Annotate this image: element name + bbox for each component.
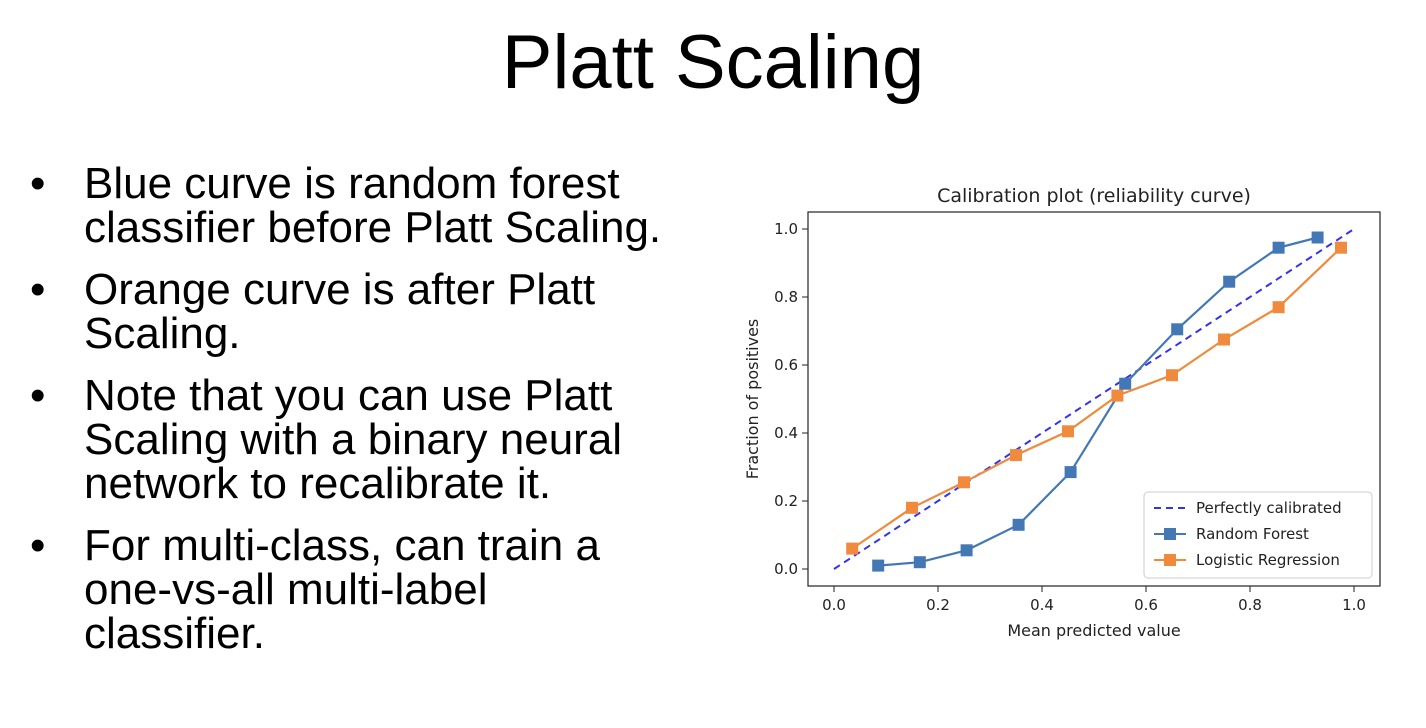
legend-marker xyxy=(1164,528,1176,540)
data-point-1 xyxy=(1171,323,1184,336)
legend-box xyxy=(1143,491,1373,579)
y-tick-label: 0.4 xyxy=(774,424,798,442)
y-tick-label: 0.6 xyxy=(774,356,798,374)
bullet-symbol: • xyxy=(30,265,46,314)
x-tick-label: 0.6 xyxy=(1134,596,1158,614)
series-line-1 xyxy=(878,236,1318,567)
data-point-1 xyxy=(913,556,926,569)
y-tick-label: 0.0 xyxy=(774,560,798,578)
data-point-1 xyxy=(1223,275,1236,288)
x-tick-label: 1.0 xyxy=(1342,596,1366,614)
bullet-line: network to recalibrate it. xyxy=(84,459,552,508)
y-tick-label: 0.2 xyxy=(774,492,798,510)
bullet-item: • Blue curve is random forest classifier… xyxy=(24,162,724,250)
chart-svg: Calibration plot (reliability curve) 0.0 0… xyxy=(743,185,1381,640)
data-point-2 xyxy=(958,476,970,489)
slide-title: Platt Scaling xyxy=(501,20,925,105)
bullet-line: Blue curve is random forest xyxy=(84,159,620,208)
data-point-2 xyxy=(1218,333,1230,346)
bullet-line: Scaling. xyxy=(84,309,241,358)
series-line-2 xyxy=(851,246,1342,550)
y-tick-label: 1.0 xyxy=(774,220,798,238)
x-tick-label: 0.2 xyxy=(926,596,950,614)
x-axis-label: Mean predicted value xyxy=(1007,621,1180,640)
chart-title: Calibration plot (reliability curve) xyxy=(937,185,1251,207)
data-point-2 xyxy=(846,542,859,555)
calibration-chart: Calibration plot (reliability curve) 0.0 0… xyxy=(730,170,1410,650)
bullet-item: • For multi-class, can train a one-vs-al… xyxy=(24,524,724,656)
plot-frame xyxy=(807,211,1381,587)
series-line-0 xyxy=(833,228,1355,570)
legend-label: Random Forest xyxy=(1196,525,1309,543)
data-point-1 xyxy=(1311,231,1324,244)
bullet-line: Orange curve is after Platt xyxy=(84,265,596,314)
data-point-2 xyxy=(906,501,918,514)
x-tick-label: 0.0 xyxy=(822,596,846,614)
data-point-2 xyxy=(1010,449,1022,462)
bullet-symbol: • xyxy=(30,371,46,420)
legend-marker xyxy=(1164,554,1176,566)
bullet-symbol: • xyxy=(30,521,46,570)
data-point-1 xyxy=(1272,241,1285,254)
bullet-list: • Blue curve is random forest classifier… xyxy=(24,162,724,674)
data-point-2 xyxy=(1272,301,1285,314)
bullet-line: one-vs-all multi-label xyxy=(84,565,488,614)
data-point-2 xyxy=(1166,369,1178,382)
data-point-1 xyxy=(1064,466,1077,479)
bullet-line: Note that you can use Platt xyxy=(84,371,613,420)
x-tick-label: 0.8 xyxy=(1238,596,1262,614)
legend-label: Perfectly calibrated xyxy=(1196,499,1342,517)
bullet-line: For multi-class, can train a xyxy=(84,521,600,570)
bullet-line: Scaling with a binary neural xyxy=(84,415,623,464)
legend-label: Logistic Regression xyxy=(1196,551,1340,569)
bullet-symbol: • xyxy=(30,159,46,208)
bullet-item: • Orange curve is after Platt Scaling. xyxy=(24,268,724,356)
y-tick-label: 0.8 xyxy=(774,288,798,306)
bullet-item: • Note that you can use Platt Scaling wi… xyxy=(24,374,724,506)
data-point-1 xyxy=(1119,377,1132,390)
data-point-2 xyxy=(1335,241,1347,254)
data-point-1 xyxy=(1012,518,1025,531)
x-tick-label: 0.4 xyxy=(1030,596,1054,614)
y-axis-label: Fraction of positives xyxy=(743,319,762,480)
bullet-line: classifier before Platt Scaling. xyxy=(84,203,662,252)
data-point-1 xyxy=(872,559,885,572)
data-point-1 xyxy=(960,544,973,557)
data-point-2 xyxy=(1111,389,1124,402)
data-point-2 xyxy=(1062,425,1074,438)
bullet-line: classifier. xyxy=(84,609,265,658)
